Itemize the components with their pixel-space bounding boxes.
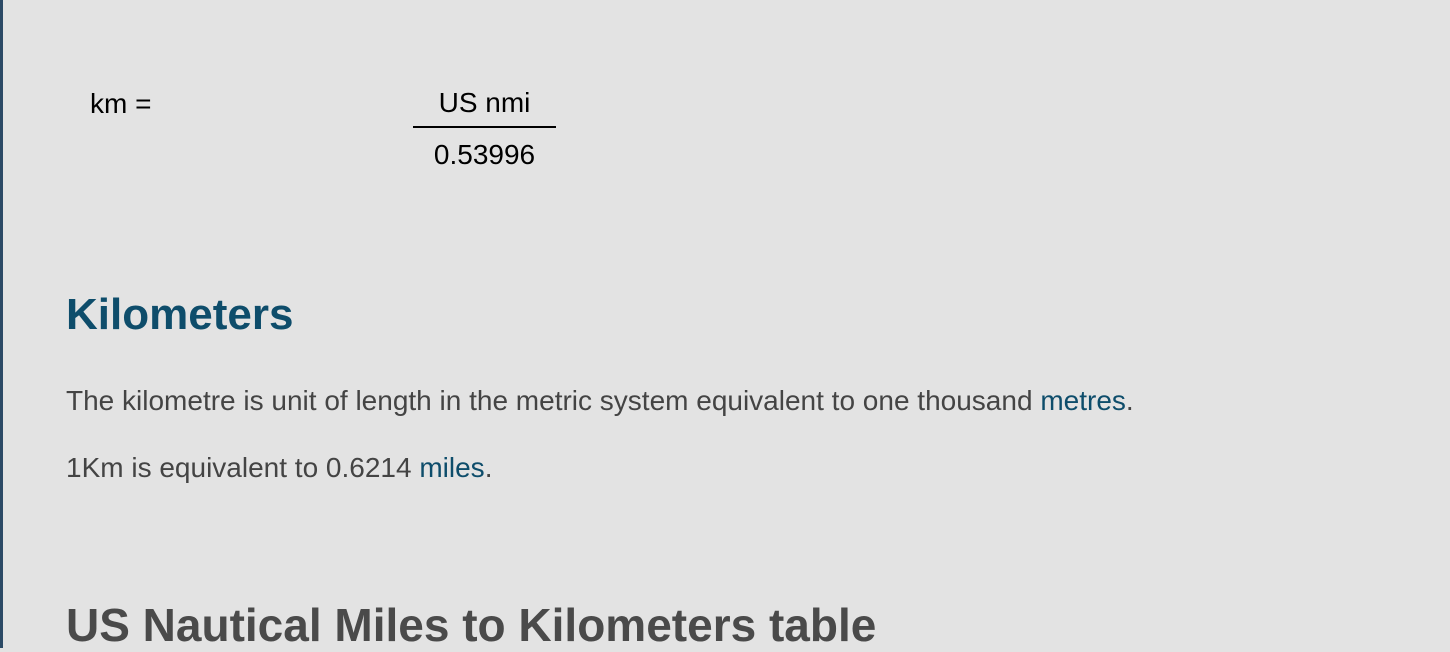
equivalence-text: 1Km is equivalent to 0.6214 (66, 452, 420, 483)
definition-text: The kilometre is unit of length in the m… (66, 385, 1041, 416)
fraction-bar (413, 126, 556, 128)
equivalence-period: . (484, 452, 493, 483)
miles-link[interactable]: miles (419, 452, 485, 483)
conversion-table-heading: US Nautical Miles to Kilometers table (66, 599, 877, 651)
formula-denominator: 0.53996 (433, 139, 536, 170)
formula-lhs: km = (90, 88, 152, 119)
conversion-formula: km = US nmi 0.53996 (0, 0, 700, 220)
formula-numerator: US nmi (438, 87, 531, 118)
metres-link[interactable]: metres (1040, 385, 1126, 416)
kilometers-miles-equivalence: 1Km is equivalent to 0.6214 miles. (66, 452, 492, 484)
kilometers-definition: The kilometre is unit of length in the m… (66, 385, 1134, 417)
formula-fraction: US nmi 0.53996 (413, 86, 556, 172)
definition-period: . (1125, 385, 1134, 416)
window-left-edge (0, 0, 3, 648)
kilometers-heading: Kilometers (66, 290, 294, 339)
